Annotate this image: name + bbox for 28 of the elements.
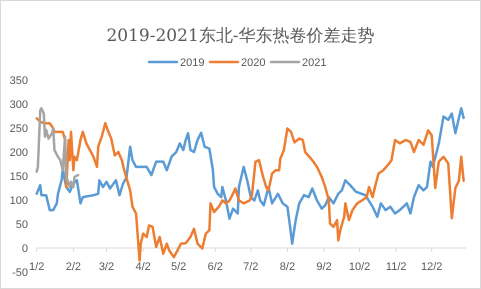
y-tick-label: 100 <box>10 195 28 207</box>
y-tick-label: 50 <box>16 219 28 231</box>
x-tick-label: 1/2 <box>29 261 44 273</box>
line-series <box>35 107 465 245</box>
x-tick-label: 5/2 <box>170 261 186 273</box>
x-tick-label: 9/2 <box>316 261 332 273</box>
y-tick-label: 300 <box>10 99 28 111</box>
x-tick-label: 4/2 <box>135 261 151 273</box>
y-tick-label: 200 <box>10 147 28 159</box>
x-tick-label: 8/2 <box>280 261 296 273</box>
y-tick-label: 150 <box>10 171 28 183</box>
y-tick-label: -50 <box>12 267 28 279</box>
chart-title: 2019-2021东北-华东热卷价差走势 <box>106 26 375 46</box>
line-series <box>35 107 80 188</box>
legend-label: 2019 <box>180 57 204 69</box>
y-tick-label: 350 <box>10 75 28 87</box>
x-tick-label: 6/2 <box>208 261 223 273</box>
x-tick-label: 12/2 <box>420 261 442 273</box>
legend-label: 2021 <box>302 57 326 69</box>
y-tick-label: 250 <box>10 123 28 135</box>
x-tick-label: 11/2 <box>386 261 407 273</box>
x-tick-label: 3/2 <box>98 261 114 273</box>
x-tick-label: 2/2 <box>66 261 82 273</box>
legend-label: 2020 <box>241 57 266 69</box>
x-tick-label: 7/2 <box>243 261 258 273</box>
line-series <box>35 117 465 262</box>
y-tick-label: 0 <box>22 243 28 255</box>
x-tick-label: 10/2 <box>348 261 370 273</box>
